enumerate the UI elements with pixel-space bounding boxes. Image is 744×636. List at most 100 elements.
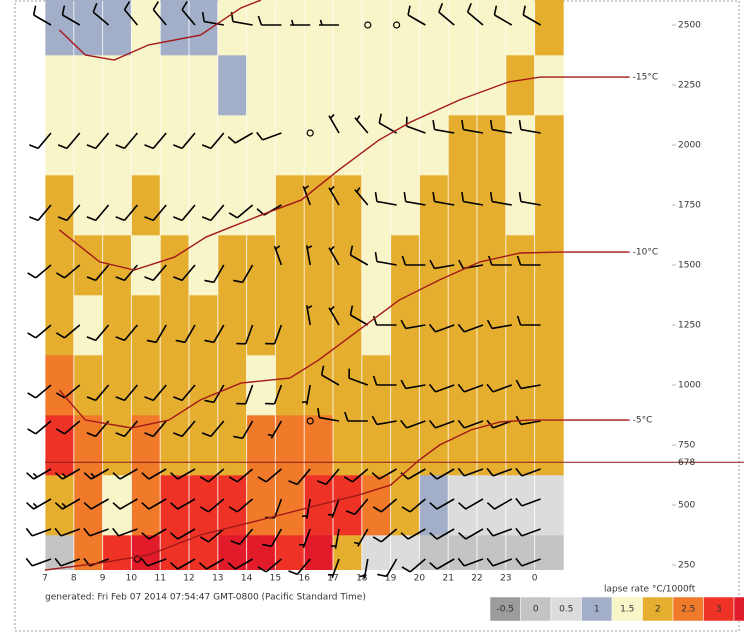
wind-barb	[115, 264, 139, 282]
wind-barb	[457, 323, 484, 333]
x-tick-label: 14	[241, 574, 253, 584]
cell	[534, 0, 564, 56]
cell	[45, 355, 75, 416]
x-tick-label: 13	[212, 574, 223, 584]
wind-barb	[429, 558, 455, 570]
overlay: 7 8 9 10 11 12 13 14 15 16 17 18 19 20 21 22 23 025050075…	[25, 0, 744, 622]
wind-barb	[54, 557, 81, 567]
footer: generated: Fri Feb 07 2014 07:54:47 GMT-…	[45, 593, 366, 603]
wind-barb	[267, 420, 283, 439]
wind-barb	[198, 558, 225, 570]
cell	[361, 175, 391, 236]
wind-barb	[428, 323, 455, 333]
cell	[73, 415, 103, 476]
wind-barb	[288, 468, 311, 486]
x-tick-label: 22	[471, 574, 482, 584]
x-tick-label: 12	[183, 574, 194, 584]
cell	[246, 295, 276, 356]
wind-barb	[112, 468, 138, 480]
wind-barb	[348, 368, 369, 386]
wind-barb	[354, 187, 369, 206]
y-tick-label: 1250	[678, 321, 701, 331]
wind-barb	[170, 558, 196, 570]
cell	[304, 295, 334, 356]
legend-swatch	[733, 596, 744, 622]
wind-barb	[170, 498, 196, 510]
wind-barb	[488, 255, 512, 266]
cell	[361, 475, 391, 536]
cell	[505, 415, 535, 476]
wind-barb	[204, 264, 225, 284]
cell	[102, 175, 132, 236]
x-tick-label: 21	[442, 574, 453, 584]
cell	[246, 235, 276, 296]
wind-barb	[144, 204, 167, 222]
wind-barb	[515, 467, 541, 477]
wind-barb	[305, 305, 313, 326]
cell	[361, 115, 391, 176]
wind-barb	[493, 5, 513, 26]
wind-barb	[401, 498, 426, 513]
cell	[45, 0, 75, 56]
wind-barb	[354, 115, 369, 134]
wind-barb	[144, 132, 167, 150]
wind-barb	[428, 383, 455, 393]
wind-barb	[359, 558, 369, 579]
wind-barb	[522, 5, 541, 26]
wind-barb	[256, 131, 282, 141]
wind-barb	[457, 383, 484, 393]
wind-barb	[330, 528, 340, 549]
calm-marker	[393, 21, 401, 29]
cell	[217, 355, 247, 416]
wind-barb	[227, 132, 253, 144]
wind-barb	[518, 120, 541, 134]
x-tick-label: 10	[126, 574, 138, 584]
cell	[217, 55, 247, 116]
wind-barb	[486, 557, 513, 567]
y-tick-label: 2000	[678, 141, 701, 151]
wind-barb	[265, 324, 283, 345]
cell	[189, 295, 219, 356]
wind-barb	[432, 120, 455, 134]
cell	[448, 55, 478, 116]
cell	[534, 475, 564, 536]
wind-barb	[257, 15, 282, 26]
wind-barb	[115, 324, 139, 342]
y-tick-label: 1000	[678, 381, 701, 391]
wind-barb	[173, 204, 196, 222]
cell	[333, 235, 363, 296]
cell	[102, 295, 132, 356]
calm-marker	[133, 555, 141, 563]
wind-barb	[400, 319, 426, 330]
wind-barb	[144, 420, 167, 438]
cell	[102, 55, 132, 116]
wind-barb	[141, 528, 167, 540]
cell	[333, 55, 363, 116]
wind-barb	[173, 132, 196, 150]
cell	[102, 535, 132, 570]
wind-barb	[146, 324, 167, 344]
cell	[390, 475, 420, 536]
legend-swatch	[611, 596, 643, 622]
wind-barb	[227, 558, 253, 570]
wind-barb	[343, 468, 369, 483]
wind-barb	[257, 468, 282, 483]
cell	[73, 175, 103, 236]
isotherm-label: -10°C	[633, 248, 658, 258]
isotherm	[58, 76, 630, 271]
cell	[246, 475, 276, 536]
wind-barb	[86, 324, 110, 342]
wind-barb	[201, 204, 225, 222]
wind-barb	[319, 19, 339, 26]
cell	[217, 295, 247, 356]
legend-swatch	[520, 596, 552, 622]
legend-label: 2	[655, 605, 661, 615]
calm-marker	[306, 129, 314, 137]
wind-barb	[86, 204, 110, 222]
cell	[304, 235, 334, 296]
wind-barb	[486, 467, 513, 477]
wind-barb	[327, 558, 340, 579]
cell	[217, 0, 247, 56]
legend-swatch	[703, 596, 735, 622]
